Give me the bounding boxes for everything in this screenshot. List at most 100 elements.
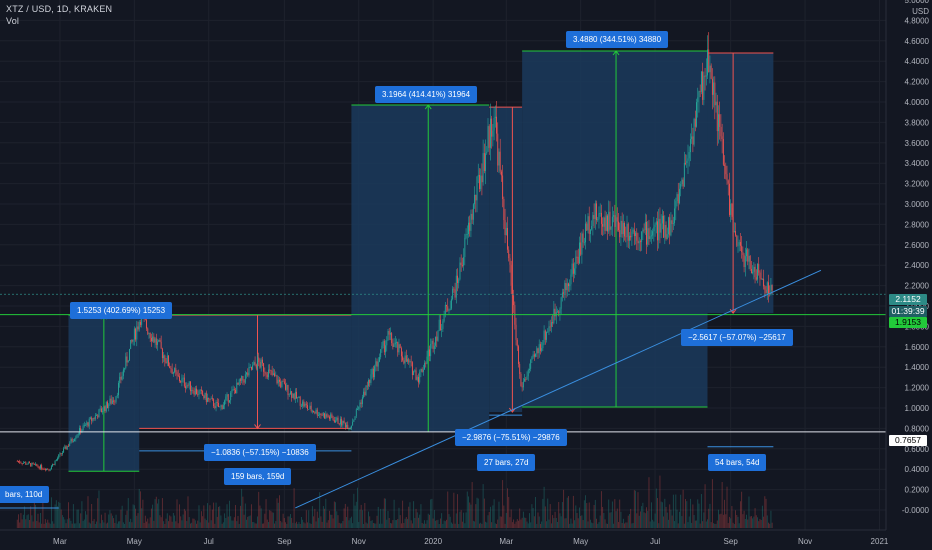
candle-body bbox=[708, 49, 710, 73]
volume-bar bbox=[363, 523, 365, 528]
candle-body bbox=[525, 379, 527, 380]
candle-body bbox=[482, 153, 484, 183]
volume-bar bbox=[72, 504, 74, 528]
volume-bar bbox=[355, 501, 357, 528]
candle-body bbox=[497, 133, 499, 166]
volume-bar bbox=[479, 523, 480, 528]
candle-body bbox=[181, 378, 183, 383]
candle-body bbox=[600, 212, 602, 224]
candle-body bbox=[463, 257, 465, 266]
volume-bar bbox=[577, 518, 579, 528]
candle-body bbox=[543, 330, 545, 343]
volume-bar bbox=[483, 498, 485, 528]
volume-bar bbox=[143, 522, 145, 528]
volume-bar bbox=[58, 501, 60, 528]
volume-bar bbox=[411, 523, 413, 528]
volume-bar bbox=[105, 523, 107, 528]
volume-bar bbox=[663, 516, 665, 528]
candle-body bbox=[239, 379, 241, 381]
volume-bar bbox=[324, 508, 326, 528]
volume-bar bbox=[57, 506, 58, 528]
candle-body bbox=[252, 365, 254, 370]
candle-body bbox=[576, 256, 578, 258]
volume-bar bbox=[463, 512, 465, 528]
price-axis[interactable]: 5.0000 4.8000 4.6000 4.4000 4.2000 4.0000 3.80… bbox=[885, 0, 932, 550]
volume-bar bbox=[204, 518, 206, 528]
volume-bar bbox=[589, 519, 591, 528]
candle-body bbox=[420, 369, 422, 372]
candle-body bbox=[241, 375, 243, 381]
candle-body bbox=[257, 357, 258, 369]
candle-body bbox=[685, 162, 687, 164]
volume-bar bbox=[279, 495, 280, 528]
volume-bar bbox=[485, 521, 487, 528]
candle-body bbox=[392, 342, 394, 347]
candle-body bbox=[214, 406, 216, 408]
candle-body bbox=[272, 373, 274, 375]
volume-bar bbox=[746, 514, 747, 528]
candle-body bbox=[171, 369, 173, 374]
candle-body bbox=[263, 363, 265, 372]
candle-body bbox=[737, 245, 739, 247]
volume-bar bbox=[488, 511, 490, 528]
time-axis[interactable]: Mar May Jul Sep Nov 2020 Mar May Jul Sep Nov 2021 bbox=[0, 529, 932, 550]
volume-bar bbox=[530, 522, 532, 528]
volume-bar bbox=[513, 519, 515, 528]
volume-bar bbox=[341, 523, 343, 528]
volume-bar bbox=[471, 482, 473, 528]
candle-body bbox=[39, 465, 41, 469]
candle-body bbox=[744, 256, 746, 268]
candle-body bbox=[376, 361, 378, 367]
candle-body bbox=[135, 328, 137, 340]
volume-bar bbox=[187, 496, 189, 528]
price-tick-label: 2.8000 bbox=[905, 220, 930, 229]
candle-body bbox=[689, 139, 691, 153]
volume-bar bbox=[608, 499, 610, 528]
candle-body bbox=[331, 414, 333, 418]
volume-bar bbox=[653, 521, 655, 528]
candle-body bbox=[20, 462, 22, 464]
volume-bar bbox=[41, 523, 43, 528]
fall-box-3 bbox=[707, 53, 774, 314]
volume-bar bbox=[737, 516, 739, 528]
candle-body bbox=[277, 379, 279, 384]
volume-bar bbox=[768, 522, 769, 528]
candle-body bbox=[692, 136, 694, 145]
volume-bar bbox=[707, 519, 708, 528]
candle-body bbox=[54, 461, 56, 465]
bars-label-1: 159 bars, 159d bbox=[224, 468, 292, 485]
volume-bar bbox=[727, 523, 729, 528]
volume-bar bbox=[43, 523, 45, 528]
candle-body bbox=[453, 288, 455, 290]
volume-bar bbox=[749, 516, 751, 528]
volume-bar bbox=[126, 510, 128, 528]
volume-bar bbox=[436, 520, 438, 528]
volume-bar bbox=[648, 477, 650, 528]
volume-bar bbox=[191, 522, 193, 528]
candle-body bbox=[18, 461, 19, 462]
volume-bar bbox=[633, 490, 635, 528]
candle-body bbox=[237, 382, 239, 385]
volume-bar bbox=[155, 496, 157, 528]
volume-bar bbox=[615, 511, 617, 528]
candle-body bbox=[487, 126, 489, 152]
volume-bar bbox=[120, 509, 122, 528]
rise-label-2: 3.1964 (414.41%) 31964 bbox=[375, 86, 478, 103]
volume-bar bbox=[754, 508, 756, 528]
volume-bar bbox=[159, 515, 161, 528]
volume-bar bbox=[42, 501, 44, 528]
candle-body bbox=[107, 401, 108, 409]
candle-body bbox=[380, 349, 382, 358]
candle-body bbox=[231, 389, 233, 393]
volume-bar bbox=[465, 512, 467, 528]
candle-body bbox=[347, 424, 349, 429]
volume-bar bbox=[97, 498, 99, 528]
volume-bar bbox=[111, 515, 113, 528]
candle-body bbox=[761, 278, 763, 280]
volume-bar bbox=[327, 520, 329, 528]
volume-bar bbox=[380, 508, 382, 528]
candle-body bbox=[360, 402, 362, 405]
candle-body bbox=[47, 468, 49, 470]
volume-bar bbox=[750, 516, 752, 528]
